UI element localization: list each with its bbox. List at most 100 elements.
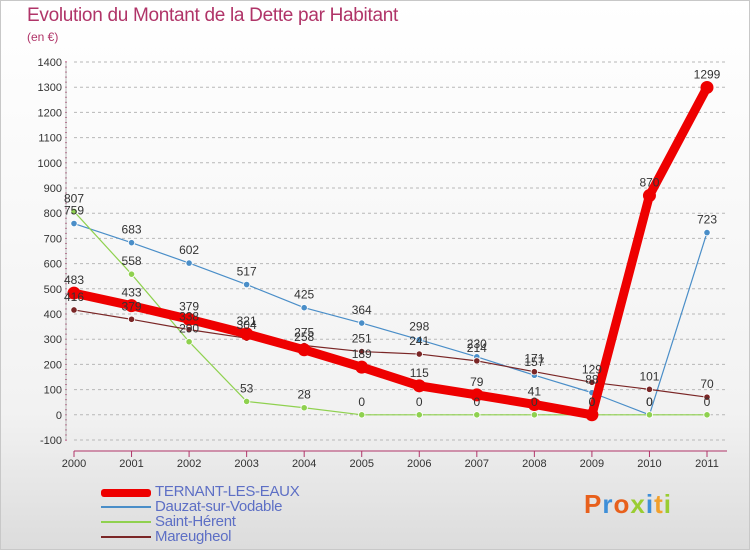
data-label: 0 [704,395,711,409]
data-point [300,304,308,312]
data-label: 364 [352,303,372,317]
data-point [70,207,78,216]
data-point [415,336,423,344]
data-label: 53 [240,381,254,395]
data-point [297,343,311,357]
chart-title: Evolution du Montant de la Dette par Hab… [27,5,398,26]
data-label: 241 [409,334,429,348]
data-label: 157 [524,355,544,369]
data-point [470,388,484,402]
logo-letter: o [613,489,631,519]
proxiti-logo: Proxiti [584,489,672,520]
data-point [703,393,711,401]
data-point [358,347,366,356]
logo-letter: i [645,489,655,519]
data-label: 41 [528,384,542,398]
x-tick-label: 2006 [407,458,431,470]
data-label: 807 [64,191,84,205]
logo-letter: t [654,489,664,519]
data-point [530,411,538,419]
data-point [358,319,366,327]
legend-swatch-saint-herent [101,521,151,523]
data-label: 517 [237,265,257,279]
logo-letter: x [630,489,646,519]
data-label: 723 [697,213,717,227]
data-point [125,299,139,313]
y-tick-label: 0 [56,410,62,422]
data-label: 483 [64,273,84,287]
data-label: 321 [237,314,257,328]
data-point [243,397,251,406]
data-label: 0 [589,395,596,409]
data-label: 230 [467,337,487,351]
data-label: 171 [524,352,544,366]
y-tick-label: 1200 [38,107,62,119]
data-label: 759 [64,204,84,218]
x-tick-label: 2007 [465,458,489,470]
y-tick-label: 1400 [38,57,62,69]
data-label: 602 [179,243,199,257]
data-point [415,350,423,358]
data-point [127,315,136,323]
legend-swatch-mareugheol [101,536,151,538]
data-point [70,219,78,228]
legend-swatch-dauzat [101,506,151,508]
logo-letter: i [663,489,672,519]
data-point [642,189,656,203]
data-point [185,259,193,267]
data-point [185,326,193,334]
legend-swatch-ternant [101,489,151,497]
data-label: 251 [352,332,372,346]
data-label: 290 [179,322,199,336]
x-tick-label: 2010 [637,458,661,470]
series-lines [67,80,714,422]
y-tick-label: 500 [44,284,62,296]
x-tick-label: 2004 [292,458,316,470]
data-label: 101 [639,369,659,383]
series-line [69,82,712,420]
data-label: 0 [646,395,653,409]
data-label: 433 [122,286,142,300]
y-tick-label: -100 [40,435,62,447]
data-label: 558 [122,254,142,268]
data-point [530,368,538,376]
y-tick-label: 100 [44,385,62,397]
data-label: 1299 [694,67,721,81]
x-tick-label: 2002 [177,458,201,470]
data-label: 214 [467,341,487,355]
data-label: 416 [64,290,84,304]
data-label: 0 [589,395,596,409]
series-line [73,222,708,416]
data-point [127,270,136,278]
y-tick-label: 400 [44,309,62,321]
data-label: 70 [700,377,714,391]
data-point [585,408,599,422]
logo-letter: P [584,489,603,519]
x-tick-label: 2005 [349,458,373,470]
data-point [415,411,423,419]
data-point [700,80,714,94]
y-tick-label: 200 [44,359,62,371]
data-label: 258 [294,330,314,344]
logo-letter: r [602,489,614,519]
axes: -100010020030040050060070080090010001100… [38,57,727,470]
data-label: 0 [358,395,365,409]
data-point [473,411,481,419]
y-tick-label: 1000 [38,158,62,170]
data-label: 379 [122,299,142,313]
data-point [67,286,81,300]
series-line [73,210,708,416]
data-label: 189 [352,347,372,361]
x-tick-label: 2008 [522,458,546,470]
y-tick-label: 600 [44,259,62,271]
data-label: 683 [122,223,142,237]
data-point [185,338,193,346]
data-label: 338 [179,310,199,324]
data-point [182,312,196,326]
data-label: 304 [237,318,257,332]
data-label: 298 [409,320,429,334]
data-label: 379 [179,299,199,313]
data-point [243,280,251,289]
